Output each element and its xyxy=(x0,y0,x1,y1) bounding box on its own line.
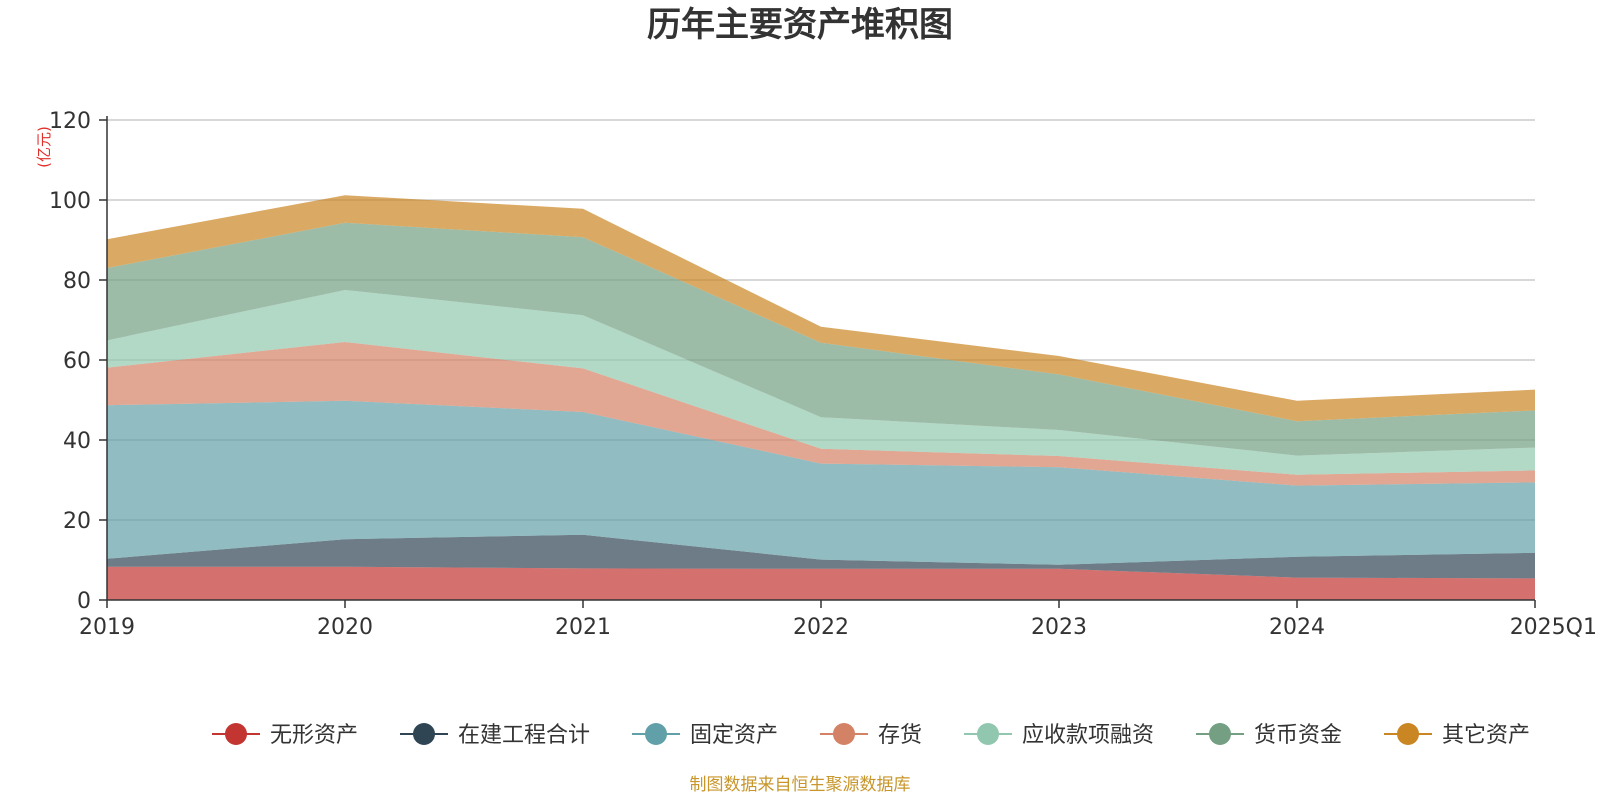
y-tick-label: 80 xyxy=(63,269,91,294)
area-series-1 xyxy=(107,534,1535,579)
x-tick-label: 2020 xyxy=(317,615,373,640)
x-tick-label: 2022 xyxy=(793,615,849,640)
x-tick-label: 2019 xyxy=(79,615,135,640)
legend-label: 固定资产 xyxy=(690,723,778,748)
legend-marker xyxy=(1397,723,1419,745)
legend-label: 其它资产 xyxy=(1442,723,1530,748)
y-tick-label: 20 xyxy=(63,509,91,534)
area-series-2 xyxy=(107,400,1535,565)
legend-marker xyxy=(1209,723,1231,745)
legend-label: 存货 xyxy=(878,723,922,748)
legend-marker xyxy=(413,723,435,745)
y-tick-label: 100 xyxy=(49,189,91,214)
y-tick-label: 40 xyxy=(63,429,91,454)
legend-label: 无形资产 xyxy=(270,723,358,748)
legend-label: 在建工程合计 xyxy=(458,723,590,748)
data-source-note: 制图数据来自恒生聚源数据库 xyxy=(690,775,911,795)
legend-label: 应收款项融资 xyxy=(1022,723,1154,748)
legend-item-6[interactable]: 其它资产 xyxy=(1384,723,1530,748)
legend-label: 货币资金 xyxy=(1254,723,1342,748)
area-series-6 xyxy=(107,195,1535,422)
stacked-areas xyxy=(107,195,1535,600)
legend-marker xyxy=(645,723,667,745)
x-tick-label: 2023 xyxy=(1031,615,1087,640)
legend-item-3[interactable]: 存货 xyxy=(820,723,922,748)
area-series-0 xyxy=(107,566,1535,600)
legend-marker xyxy=(977,723,999,745)
y-tick-label: 120 xyxy=(49,109,91,134)
legend-item-2[interactable]: 固定资产 xyxy=(632,723,778,748)
legend-item-1[interactable]: 在建工程合计 xyxy=(400,723,590,748)
x-tick-label: 2024 xyxy=(1269,615,1325,640)
area-series-5 xyxy=(107,222,1535,456)
legend[interactable]: 无形资产 在建工程合计 固定资产 存货 应收款项融资 货币资金 其它资产 xyxy=(212,723,1530,748)
legend-item-0[interactable]: 无形资产 xyxy=(212,723,358,748)
x-tick-label: 2021 xyxy=(555,615,611,640)
area-series-3 xyxy=(107,342,1535,486)
y-axis-unit-label: (亿元) xyxy=(35,126,53,168)
legend-marker xyxy=(833,723,855,745)
legend-item-4[interactable]: 应收款项融资 xyxy=(964,723,1154,748)
chart-title: 历年主要资产堆积图 xyxy=(647,5,953,45)
legend-marker xyxy=(225,723,247,745)
axes: 0 20 40 60 80 100 120 2019 2020 2021 2022 2023 2024 2… xyxy=(49,109,1597,640)
area-series-4 xyxy=(107,290,1535,475)
legend-item-5[interactable]: 货币资金 xyxy=(1196,723,1342,748)
x-tick-label: 2025Q1 xyxy=(1510,615,1597,640)
y-tick-label: 60 xyxy=(63,349,91,374)
y-tick-label: 0 xyxy=(77,589,91,614)
